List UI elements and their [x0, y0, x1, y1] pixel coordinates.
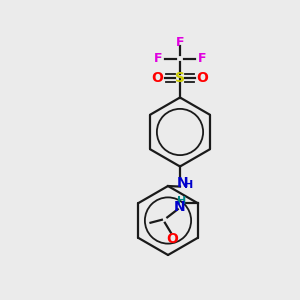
Text: F: F: [176, 35, 184, 49]
Text: H: H: [184, 180, 194, 190]
Text: O: O: [152, 71, 164, 85]
Text: N: N: [174, 200, 186, 214]
Text: H: H: [177, 196, 186, 206]
Text: S: S: [175, 71, 185, 85]
Text: O: O: [196, 71, 208, 85]
Text: N: N: [177, 176, 188, 190]
Text: F: F: [154, 52, 162, 65]
Text: F: F: [198, 52, 206, 65]
Text: O: O: [167, 232, 178, 246]
